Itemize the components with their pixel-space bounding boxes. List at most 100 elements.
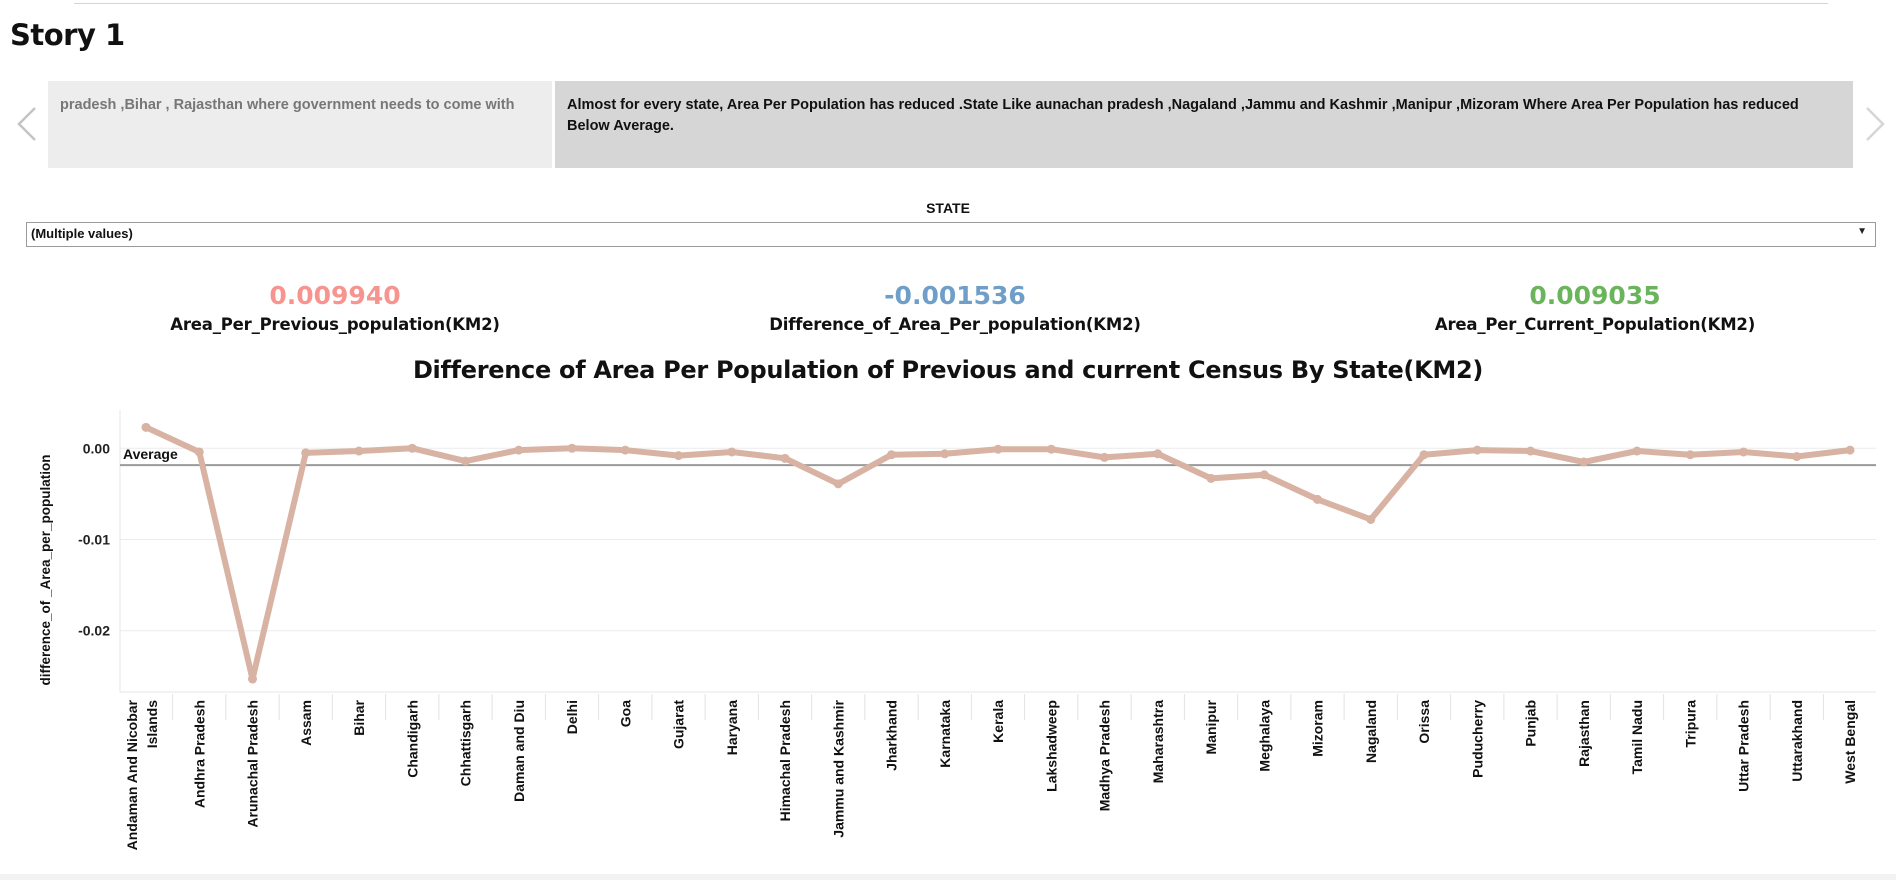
y-tick-label: -0.01 bbox=[78, 532, 110, 548]
x-tick-label-group: Uttar Pradesh bbox=[1736, 700, 1752, 792]
x-tick-label: Meghalaya bbox=[1256, 700, 1272, 772]
data-point bbox=[620, 445, 630, 455]
x-tick-label-group: Chhattisgarh bbox=[458, 700, 474, 786]
x-tick-label: Uttarakhand bbox=[1789, 700, 1805, 782]
x-tick-label-group: Daman and Diu bbox=[511, 700, 527, 802]
next-story-point-arrow-icon[interactable] bbox=[1860, 104, 1890, 144]
data-point bbox=[940, 449, 950, 459]
data-point bbox=[1526, 446, 1535, 456]
story-point-previous[interactable]: pradesh ,Bihar , Rajasthan where governm… bbox=[48, 81, 552, 168]
x-tick-label: Rajasthan bbox=[1576, 700, 1592, 767]
state-filter-value: (Multiple values) bbox=[31, 226, 133, 241]
kpi-current-area-per-population: 0.009035 Area_Per_Current_Population(KM2… bbox=[1400, 280, 1790, 334]
data-point bbox=[727, 447, 737, 457]
x-tick-label-group: Jharkhand bbox=[884, 700, 900, 771]
data-point bbox=[1845, 445, 1855, 455]
x-tick-label-group: Punjab bbox=[1523, 700, 1539, 747]
x-tick-label: Andaman And Nicobar bbox=[124, 699, 140, 850]
x-tick-label-group: Meghalaya bbox=[1256, 700, 1272, 772]
story-point-active-text: Almost for every state, Area Per Populat… bbox=[567, 97, 1799, 134]
kpi-previous-area-per-population: 0.009940 Area_Per_Previous_population(KM… bbox=[140, 280, 530, 334]
x-tick-label: Tamil Nadu bbox=[1629, 700, 1645, 774]
x-tick-label-group: Lakshadweep bbox=[1043, 700, 1059, 792]
x-tick-label: Arunachal Pradesh bbox=[245, 700, 261, 828]
y-tick-label: 0.00 bbox=[83, 440, 110, 456]
data-point bbox=[1206, 473, 1216, 483]
data-point bbox=[1366, 514, 1376, 524]
top-divider bbox=[74, 0, 1828, 4]
story-point-active[interactable]: Almost for every state, Area Per Populat… bbox=[555, 81, 1853, 168]
kpi-label: Difference_of_Area_Per_population(KM2) bbox=[769, 315, 1141, 334]
x-tick-label-group: Rajasthan bbox=[1576, 700, 1592, 767]
x-tick-label-group: Nagaland bbox=[1363, 700, 1379, 763]
x-tick-label-group: Chandigarh bbox=[404, 700, 420, 778]
x-tick-label: Himachal Pradesh bbox=[777, 700, 793, 821]
dropdown-caret-icon: ▼ bbox=[1857, 226, 1867, 237]
data-point bbox=[1313, 494, 1322, 504]
chart-title: Difference of Area Per Population of Pre… bbox=[412, 356, 1484, 384]
x-tick-label: Punjab bbox=[1523, 700, 1539, 747]
state-filter-dropdown[interactable]: (Multiple values) ▼ bbox=[26, 222, 1876, 247]
x-tick-label-group: West Bengal bbox=[1842, 700, 1858, 784]
kpi-difference-area-per-population: -0.001536 Difference_of_Area_Per_populat… bbox=[760, 280, 1150, 334]
x-tick-label-group: Kerala bbox=[990, 700, 1006, 743]
x-tick-label-group: Madhya Pradesh bbox=[1097, 700, 1113, 811]
data-point bbox=[833, 479, 843, 489]
kpi-value: 0.009940 bbox=[269, 281, 401, 310]
data-point bbox=[1739, 447, 1748, 457]
data-point bbox=[1259, 470, 1269, 480]
x-tick-label-group: Andhra Pradesh bbox=[191, 700, 207, 808]
x-tick-label-group: Arunachal Pradesh bbox=[245, 700, 261, 828]
kpi-value: -0.001536 bbox=[884, 281, 1026, 310]
x-tick-label: Delhi bbox=[564, 700, 580, 734]
data-point bbox=[674, 451, 683, 461]
story-title: Story 1 bbox=[10, 18, 125, 52]
x-tick-label-group: Mizoram bbox=[1310, 700, 1326, 757]
x-tick-label: Goa bbox=[617, 700, 633, 727]
data-point bbox=[780, 453, 790, 463]
kpi-label: Area_Per_Current_Population(KM2) bbox=[1434, 315, 1756, 334]
data-point bbox=[301, 448, 311, 458]
x-tick-label: Orissa bbox=[1416, 700, 1432, 744]
previous-story-point-arrow-icon[interactable] bbox=[12, 104, 42, 144]
data-point bbox=[248, 674, 257, 684]
x-tick-label: Nagaland bbox=[1363, 700, 1379, 763]
data-point bbox=[461, 456, 470, 466]
x-tick-label: Kerala bbox=[990, 700, 1006, 743]
data-point bbox=[1100, 452, 1109, 462]
data-point bbox=[1153, 449, 1163, 459]
x-tick-label: Daman and Diu bbox=[511, 700, 527, 802]
data-point bbox=[1632, 446, 1642, 456]
x-tick-label: Manipur bbox=[1203, 699, 1219, 754]
x-tick-label-group: Orissa bbox=[1416, 700, 1432, 744]
data-point bbox=[194, 447, 204, 457]
x-tick-label-group: Karnataka bbox=[937, 700, 953, 768]
average-reference-label: Average bbox=[123, 446, 178, 462]
x-tick-label: Uttar Pradesh bbox=[1736, 700, 1752, 792]
x-tick-label-group: Haryana bbox=[724, 700, 740, 755]
x-tick-label: Bihar bbox=[351, 699, 367, 735]
x-tick-label: Chandigarh bbox=[404, 700, 420, 778]
bottom-strip bbox=[0, 874, 1896, 880]
y-axis-title: difference_of _Area_per_population bbox=[38, 454, 53, 685]
x-tick-label: Jharkhand bbox=[884, 700, 900, 771]
data-point bbox=[1685, 450, 1695, 460]
x-tick-label: Puducherry bbox=[1469, 700, 1485, 778]
data-point bbox=[1419, 450, 1429, 460]
x-tick-label-group: Bihar bbox=[351, 699, 367, 735]
x-tick-label: Jammu and Kashmir bbox=[830, 699, 846, 837]
x-tick-label-group: Assam bbox=[298, 700, 314, 746]
state-filter-label: STATE bbox=[926, 200, 970, 216]
x-tick-label-group: Manipur bbox=[1203, 699, 1219, 754]
x-tick-label: Tripura bbox=[1682, 700, 1698, 748]
x-tick-label-group: Jammu and Kashmir bbox=[830, 699, 846, 837]
data-point bbox=[1792, 452, 1802, 462]
data-point bbox=[567, 443, 577, 453]
data-point bbox=[1472, 445, 1482, 455]
x-tick-label: Chhattisgarh bbox=[458, 700, 474, 786]
x-tick-label-group: Himachal Pradesh bbox=[777, 700, 793, 821]
x-tick-label-group: Delhi bbox=[564, 700, 580, 734]
data-point bbox=[514, 445, 524, 455]
data-point bbox=[141, 422, 151, 432]
